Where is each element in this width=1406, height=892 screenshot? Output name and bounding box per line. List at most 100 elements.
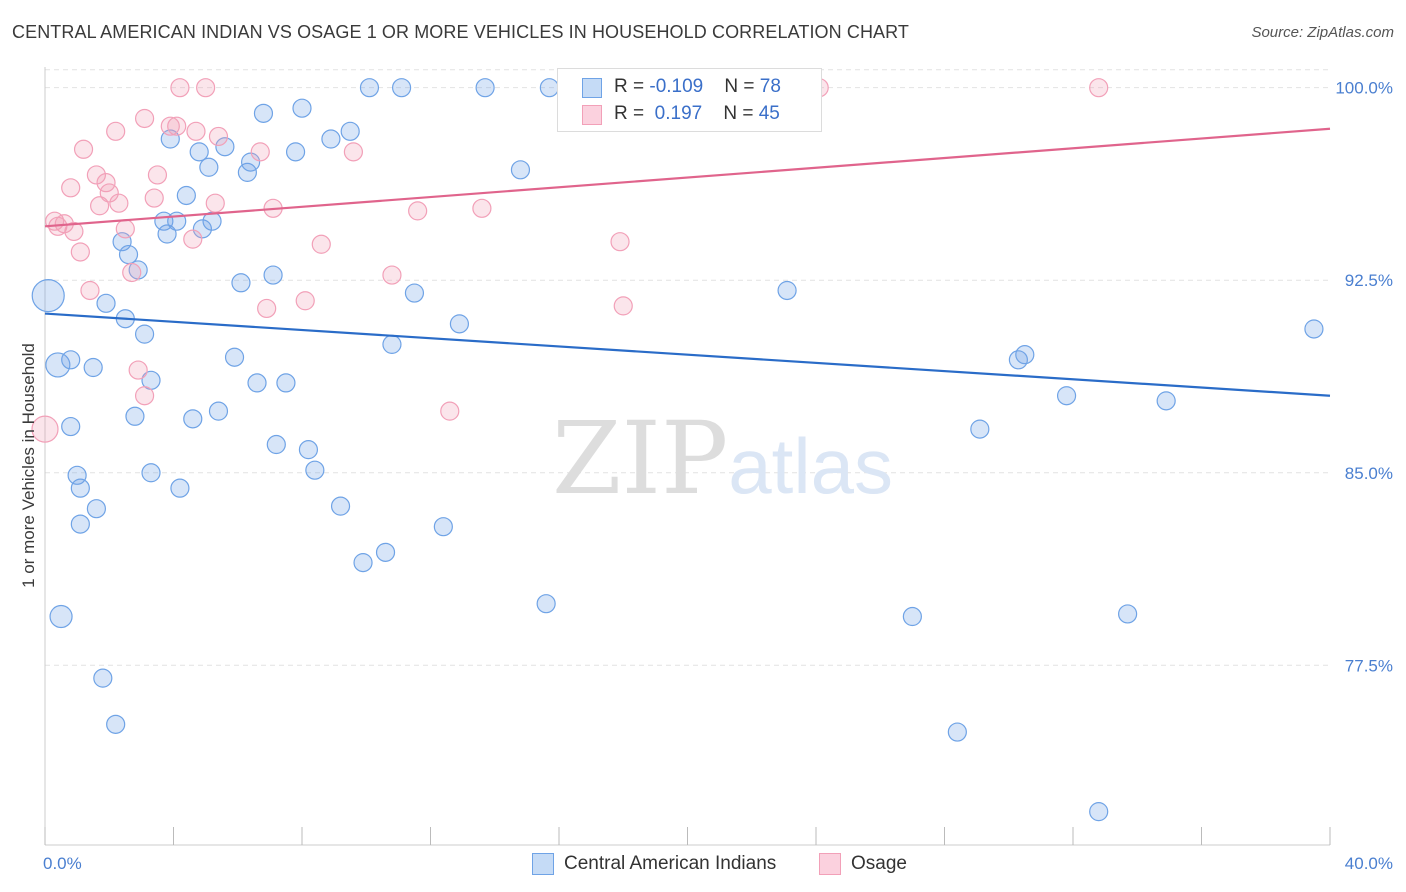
point-central-american-indians xyxy=(70,514,90,534)
point-central-american-indians xyxy=(61,350,81,370)
point-central-american-indians xyxy=(157,224,177,244)
point-central-american-indians xyxy=(134,324,155,344)
point-central-american-indians xyxy=(340,121,360,141)
y-tick-label: 77.5% xyxy=(1345,656,1393,675)
correlation-legend: R = -0.109 N = 78 R = 0.197 N = 45 xyxy=(557,68,822,132)
point-osage xyxy=(147,165,168,185)
point-osage xyxy=(73,139,94,159)
point-central-american-indians xyxy=(83,357,103,378)
point-central-american-indians xyxy=(93,668,113,688)
point-central-american-indians xyxy=(902,606,922,627)
point-central-american-indians xyxy=(86,499,107,519)
bottom-legend-swatch-blue xyxy=(532,853,554,875)
point-central-american-indians xyxy=(70,478,90,498)
point-central-american-indians xyxy=(241,152,261,172)
point-osage xyxy=(1089,78,1109,98)
point-osage xyxy=(343,142,363,162)
grid-lines xyxy=(45,69,1330,666)
y-tick-label: 100.0% xyxy=(1335,79,1393,98)
point-central-american-indians xyxy=(141,463,161,483)
point-central-american-indians xyxy=(118,244,139,265)
point-central-american-indians xyxy=(253,103,274,123)
trend-line-osage xyxy=(44,127,1331,228)
point-osage xyxy=(61,178,81,198)
legend-r-value-blue: -0.109 xyxy=(649,76,704,97)
point-osage xyxy=(86,165,107,185)
point-osage xyxy=(196,78,216,98)
legend-text-blue: R = -0.109 N = 78 xyxy=(614,76,781,97)
point-osage xyxy=(295,291,315,311)
legend-text-pink: R = 0.197 N = 45 xyxy=(614,103,780,124)
point-osage xyxy=(205,193,225,213)
point-central-american-indians xyxy=(208,401,229,421)
legend-n-value-blue: 78 xyxy=(759,76,781,97)
point-osage xyxy=(64,221,84,242)
source-label[interactable]: Source: ZipAtlas.com xyxy=(1251,24,1394,41)
point-central-american-indians xyxy=(970,419,990,439)
point-central-american-indians xyxy=(189,142,209,162)
point-central-american-indians xyxy=(183,409,203,429)
y-tick-label: 85.0% xyxy=(1345,464,1393,483)
point-central-american-indians xyxy=(263,265,283,285)
point-central-american-indians xyxy=(433,517,453,537)
point-osage xyxy=(134,108,155,129)
point-central-american-indians xyxy=(536,594,556,614)
point-central-american-indians xyxy=(947,722,967,742)
point-osage xyxy=(250,142,270,162)
point-central-american-indians xyxy=(61,416,81,437)
point-central-american-indians xyxy=(1156,391,1176,411)
y-tick-label: 92.5% xyxy=(1345,271,1393,290)
trend-line-central-american-indians xyxy=(44,312,1331,397)
point-central-american-indians xyxy=(231,273,251,293)
point-osage xyxy=(106,121,126,141)
bottom-legend-label-blue: Central American Indians xyxy=(564,853,777,874)
axes xyxy=(44,67,1331,846)
point-central-american-indians xyxy=(298,440,319,460)
point-osage xyxy=(96,173,116,193)
watermark-zip: ZIP xyxy=(552,400,729,517)
point-central-american-indians xyxy=(247,373,267,393)
point-central-american-indians xyxy=(1304,319,1324,339)
point-central-american-indians xyxy=(404,283,425,303)
point-central-american-indians xyxy=(375,542,396,562)
point-osage xyxy=(122,262,142,283)
point-osage xyxy=(134,386,155,406)
point-central-american-indians xyxy=(510,160,531,180)
point-osage xyxy=(382,265,402,285)
point-central-american-indians xyxy=(199,157,219,177)
legend-n-value-pink: 45 xyxy=(758,103,780,124)
point-central-american-indians xyxy=(49,604,73,629)
point-central-american-indians xyxy=(330,496,351,516)
point-osage xyxy=(183,229,203,249)
point-central-american-indians xyxy=(31,279,65,313)
point-osage xyxy=(31,415,59,443)
point-central-american-indians xyxy=(475,78,495,98)
point-osage xyxy=(610,232,630,252)
point-central-american-indians xyxy=(1008,350,1028,370)
point-osage xyxy=(70,242,90,262)
point-osage xyxy=(128,360,148,380)
point-osage xyxy=(472,198,492,218)
point-central-american-indians xyxy=(106,714,126,734)
point-central-american-indians xyxy=(305,460,325,480)
point-central-american-indians xyxy=(276,373,296,393)
point-osage xyxy=(109,193,129,213)
point-central-american-indians xyxy=(224,347,245,367)
watermark: ZIPatlas xyxy=(552,400,893,517)
series-osage xyxy=(31,78,1109,443)
axis-labels: 77.5% 85.0% 92.5% 100.0% 0.0% 40.0% 1 or more … xyxy=(19,79,1393,873)
trend-lines xyxy=(44,127,1331,397)
point-central-american-indians xyxy=(1089,802,1109,822)
y-axis-label: 1 or more Vehicles in Household xyxy=(19,343,38,588)
point-osage xyxy=(115,219,135,239)
bottom-legend-swatch-pink xyxy=(819,853,841,875)
point-osage xyxy=(160,116,180,136)
point-central-american-indians xyxy=(292,98,312,118)
bottom-legend-label-pink: Osage xyxy=(851,853,907,874)
point-osage xyxy=(186,121,206,141)
point-central-american-indians xyxy=(170,478,190,498)
point-central-american-indians xyxy=(1015,345,1035,365)
legend-swatch-pink xyxy=(582,105,602,125)
point-central-american-indians xyxy=(237,162,257,182)
chart-title: CENTRAL AMERICAN INDIAN VS OSAGE 1 OR MO… xyxy=(12,22,910,42)
